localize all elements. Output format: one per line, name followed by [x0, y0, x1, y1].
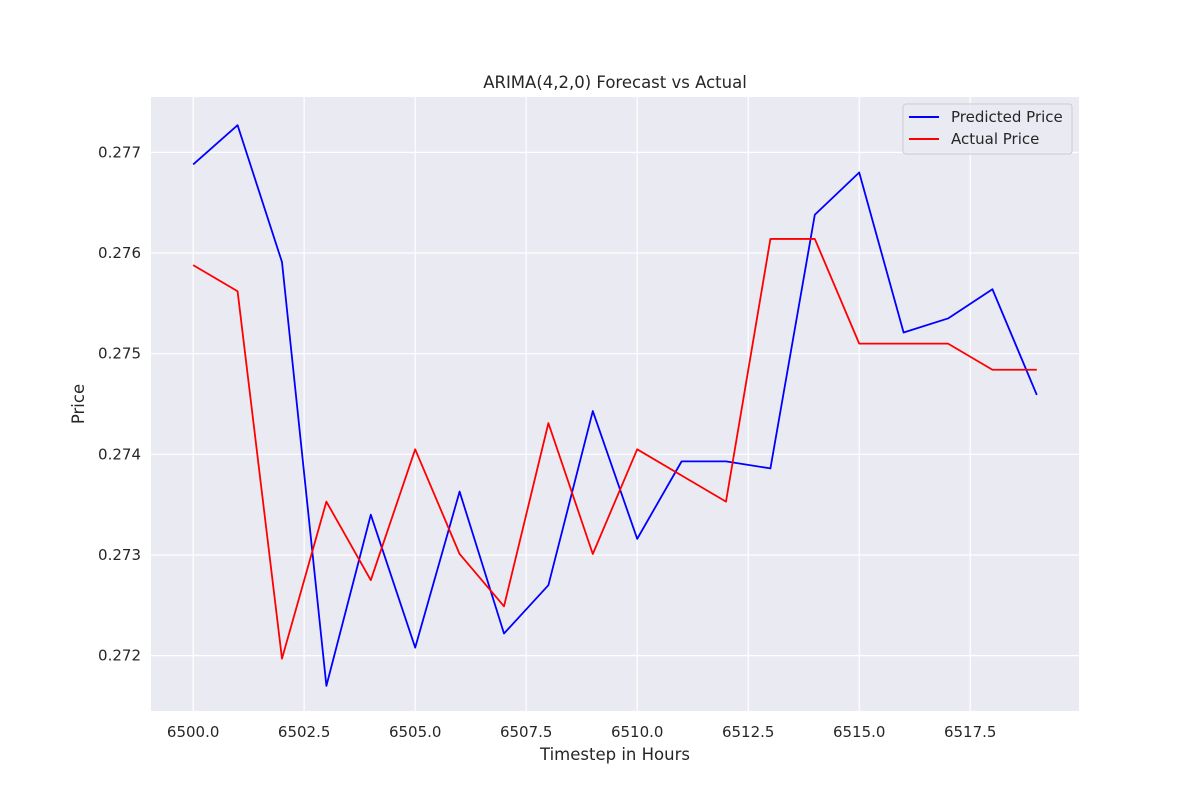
y-axis-label: Price [69, 384, 88, 424]
series-layer [192, 124, 1038, 687]
x-tick-label: 6510.0 [611, 723, 664, 741]
y-tick-label: 0.277 [98, 143, 141, 161]
x-axis-label: Timestep in Hours [539, 745, 690, 764]
x-tick-label: 6512.5 [722, 723, 775, 741]
legend-frame [902, 103, 1073, 155]
x-tick-labels: 6500.0 6502.5 6505.0 6507.5 6510.0 6512.5 6515… [167, 723, 997, 741]
y-tick-labels: 0.272 0.273 0.274 0.275 0.276 0.277 [98, 143, 141, 664]
x-tick-label: 6500.0 [167, 723, 220, 741]
plot-area [151, 97, 1079, 711]
series-line-actual-price [192, 238, 1037, 660]
y-tick-label: 0.276 [98, 244, 141, 262]
x-tick-label: 6505.0 [389, 723, 442, 741]
legend-label-predicted-price: Predicted Price [951, 108, 1063, 126]
x-tick-label: 6515.0 [833, 723, 886, 741]
x-tick-label: 6502.5 [278, 723, 331, 741]
series-line-predicted-price [192, 124, 1038, 687]
x-tick-label: 6507.5 [500, 723, 553, 741]
legend-label-actual-price: Actual Price [951, 130, 1039, 148]
chart-title: ARIMA(4,2,0) Forecast vs Actual [483, 73, 747, 92]
y-tick-label: 0.273 [98, 546, 141, 564]
y-tick-label: 0.272 [98, 647, 141, 665]
y-tick-label: 0.274 [98, 445, 141, 463]
y-tick-label: 0.275 [98, 345, 141, 363]
gridlines [151, 97, 1079, 711]
legend: Predicted Price Actual Price [902, 103, 1073, 155]
x-tick-label: 6517.5 [944, 723, 997, 741]
